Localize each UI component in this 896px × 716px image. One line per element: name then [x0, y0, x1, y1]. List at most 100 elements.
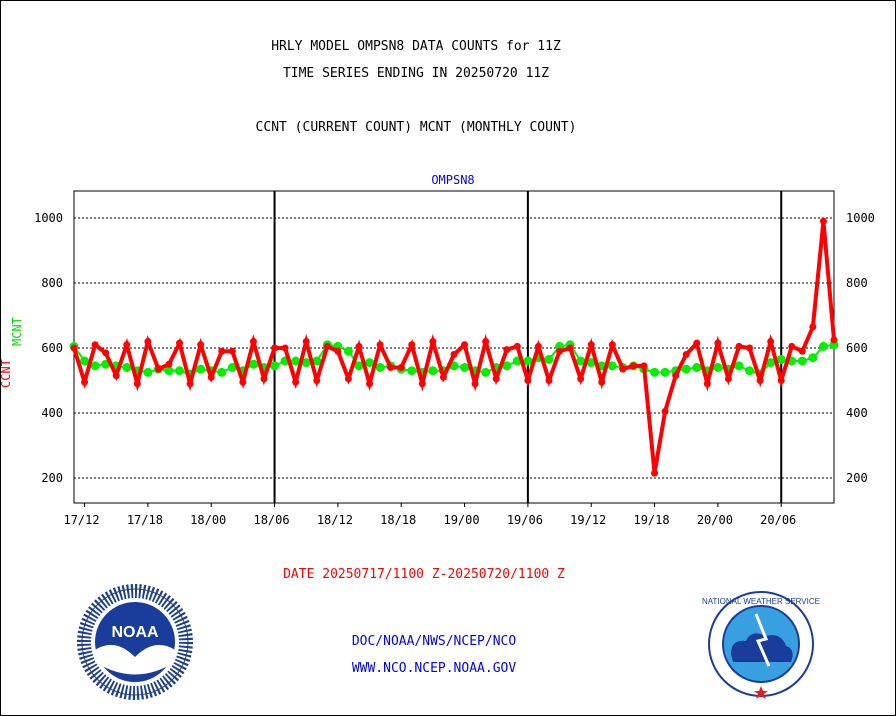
data-point-ccnt: [207, 373, 215, 381]
data-point-ccnt: [703, 380, 711, 388]
data-point-ccnt: [471, 380, 479, 388]
data-point-ccnt: [344, 375, 352, 383]
data-point-ccnt: [186, 380, 194, 388]
y-tick-label-left: 800: [41, 276, 63, 290]
data-point-ccnt: [165, 360, 173, 368]
data-point-mcnt: [607, 361, 617, 371]
data-point-ccnt: [735, 342, 743, 350]
data-point-mcnt: [681, 364, 691, 374]
data-point-ccnt: [756, 377, 764, 384]
data-point-ccnt: [629, 362, 637, 370]
data-point-mcnt: [650, 367, 660, 377]
data-point-mcnt: [90, 361, 100, 371]
plot-label: OMPSN8: [431, 173, 475, 187]
noaa-logo: NOAA: [77, 584, 193, 700]
data-point-ccnt: [809, 323, 817, 331]
data-point-ccnt: [693, 339, 701, 347]
data-point-ccnt: [418, 380, 426, 388]
data-point-mcnt: [122, 363, 132, 372]
data-point-ccnt: [376, 341, 384, 349]
data-point-mcnt: [818, 341, 828, 351]
x-tick-label: 17/18: [127, 513, 163, 527]
data-point-ccnt: [366, 380, 374, 388]
data-point-ccnt: [123, 341, 131, 349]
data-point-ccnt: [397, 364, 405, 371]
data-point-ccnt: [239, 378, 247, 386]
nws-logo: NATIONAL WEATHER SERVICE: [702, 591, 820, 699]
data-point-mcnt: [734, 361, 744, 371]
data-point-mcnt: [80, 356, 90, 366]
data-point-ccnt: [598, 378, 606, 386]
data-point-ccnt: [133, 380, 141, 388]
data-point-mcnt: [797, 356, 807, 366]
data-point-ccnt: [323, 342, 331, 350]
data-point-ccnt: [292, 378, 300, 386]
x-tick-label: 18/06: [253, 513, 289, 527]
data-point-mcnt: [291, 356, 301, 366]
data-point-ccnt: [228, 347, 236, 355]
data-point-ccnt: [714, 339, 722, 347]
data-point-ccnt: [260, 375, 268, 383]
data-point-ccnt: [587, 341, 595, 349]
data-point-ccnt: [70, 344, 78, 352]
data-point-mcnt: [481, 367, 491, 377]
data-point-mcnt: [217, 367, 227, 377]
data-point-ccnt: [651, 469, 659, 477]
data-point-ccnt: [524, 377, 532, 384]
series-line-ccnt: [72, 221, 836, 474]
x-tick-label: 18/18: [380, 513, 416, 527]
data-point-ccnt: [429, 338, 437, 345]
data-point-ccnt: [534, 342, 542, 350]
y-tick-label-left: 600: [41, 341, 63, 355]
data-point-mcnt: [460, 363, 470, 372]
data-point-ccnt: [672, 372, 680, 380]
data-point-ccnt: [819, 217, 827, 225]
data-point-ccnt: [154, 365, 162, 373]
data-point-mcnt: [713, 363, 723, 372]
data-point-ccnt: [271, 344, 279, 352]
data-point-ccnt: [218, 347, 226, 355]
data-point-ccnt: [619, 365, 627, 373]
data-point-ccnt: [439, 373, 447, 381]
x-tick-label: 19/18: [633, 513, 669, 527]
x-tick-label: 20/06: [760, 513, 796, 527]
data-point-mcnt: [544, 354, 554, 364]
y-tick-label-right: 1000: [846, 211, 875, 225]
data-point-mcnt: [745, 366, 755, 376]
data-point-ccnt: [334, 347, 342, 355]
data-point-ccnt: [556, 347, 564, 355]
chart-title-line2: TIME SERIES ENDING IN 20250720 11Z: [282, 66, 550, 81]
data-point-ccnt: [102, 349, 110, 357]
data-point-ccnt: [355, 342, 363, 350]
data-point-mcnt: [428, 366, 438, 376]
data-point-ccnt: [91, 341, 99, 349]
data-point-mcnt: [312, 356, 322, 366]
data-point-mcnt: [692, 363, 702, 372]
data-point-ccnt: [176, 339, 184, 347]
data-point-ccnt: [492, 375, 500, 383]
data-point-ccnt: [461, 341, 469, 349]
data-point-mcnt: [164, 366, 174, 376]
data-point-mcnt: [248, 359, 258, 369]
data-point-ccnt: [746, 344, 754, 352]
data-point-ccnt: [281, 344, 289, 352]
data-point-ccnt: [450, 351, 458, 358]
footer-doc[interactable]: DOC/NOAA/NWS/NCEP/NCO: [351, 634, 517, 649]
y-tick-label-left: 1000: [34, 211, 63, 225]
y-tick-label-right: 800: [846, 276, 868, 290]
data-point-mcnt: [776, 354, 786, 364]
footer-url[interactable]: WWW.NCO.NCEP.NOAA.GOV: [351, 661, 517, 676]
y-tick-label-left: 400: [41, 406, 63, 420]
data-point-ccnt: [788, 342, 796, 350]
data-point-mcnt: [766, 358, 776, 368]
x-axis-label: DATE 20250717/1100 Z-20250720/1100 Z: [283, 567, 565, 582]
x-tick-label: 18/00: [190, 513, 226, 527]
data-point-ccnt: [112, 372, 120, 380]
data-point-ccnt: [302, 338, 310, 345]
data-point-ccnt: [566, 344, 574, 352]
data-point-ccnt: [197, 341, 205, 349]
x-tick-label: 20/00: [697, 513, 733, 527]
x-tick-label: 17/12: [63, 513, 99, 527]
data-point-ccnt: [545, 377, 553, 384]
